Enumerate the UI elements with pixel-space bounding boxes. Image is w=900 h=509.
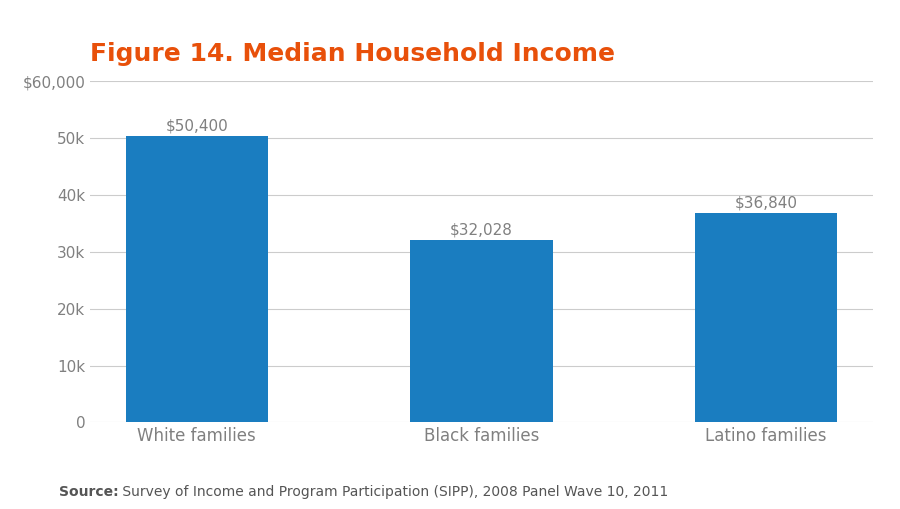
- Text: Figure 14. Median Household Income: Figure 14. Median Household Income: [90, 42, 615, 66]
- Text: $32,028: $32,028: [450, 222, 513, 238]
- Bar: [695, 213, 837, 422]
- Bar: [126, 136, 268, 422]
- Text: Source:: Source:: [58, 485, 118, 499]
- Text: $50,400: $50,400: [166, 118, 228, 133]
- Text: Survey of Income and Program Participation (SIPP), 2008 Panel Wave 10, 2011: Survey of Income and Program Participati…: [118, 485, 669, 499]
- Text: $36,840: $36,840: [734, 195, 797, 210]
- Bar: [410, 240, 553, 422]
